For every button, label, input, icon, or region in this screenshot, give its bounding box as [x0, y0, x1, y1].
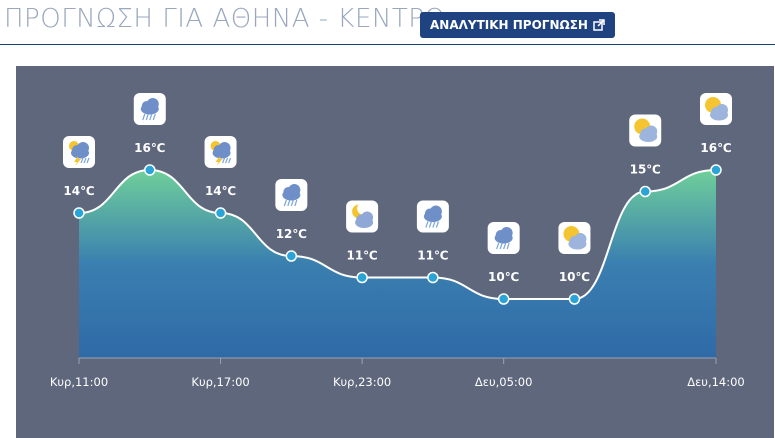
cloud-rain-icon: [133, 93, 166, 125]
temperature-point[interactable]: [568, 293, 581, 305]
cloud-rain-icon: [416, 200, 449, 233]
temperature-label: 15℃: [630, 163, 661, 177]
temperature-point[interactable]: [639, 185, 651, 198]
detailed-forecast-label: ΑΝΑΛΥΤΙΚΗ ΠΡΟΓΝΩΣΗ: [430, 18, 588, 32]
temperature-label: 11℃: [417, 249, 448, 263]
temperature-label: 16℃: [134, 141, 165, 155]
temperature-chart: 14℃ 16℃ 14℃ 12℃ 11℃ 11℃ 10℃ 10℃ 15℃ 16℃ Κυρ,11:00…: [50, 93, 745, 389]
moon-cloud-icon: [346, 200, 379, 233]
temperature-label: 14℃: [205, 184, 236, 198]
temperature-point[interactable]: [356, 271, 368, 284]
temperature-point[interactable]: [427, 271, 439, 284]
sun-cloud-icon: [629, 114, 662, 147]
temperature-point[interactable]: [214, 207, 227, 219]
cloud-rain-icon: [275, 179, 308, 211]
x-tick-label: Κυρ,11:00: [50, 375, 108, 389]
sun-cloud-icon: [700, 93, 732, 125]
temperature-area: [79, 170, 716, 358]
detailed-forecast-button[interactable]: ΑΝΑΛΥΤΙΚΗ ΠΡΟΓΝΩΣΗ: [420, 12, 615, 38]
temperature-label: 11℃: [346, 249, 377, 263]
temperature-label: 12℃: [276, 227, 307, 241]
page-title: ΠΡΟΓΝΩΣΗ ΓΙΑ ΑΘΗΝΑ - ΚΕΝΤΡΟ: [4, 4, 446, 34]
x-tick-label: Κυρ,23:00: [333, 375, 391, 389]
x-tick-label: Κυρ,17:00: [191, 375, 249, 389]
temperature-label: 16℃: [700, 141, 731, 155]
external-link-icon: [593, 19, 605, 31]
cloud-rain-icon: [487, 222, 520, 254]
temperature-point[interactable]: [497, 293, 510, 305]
temperature-point[interactable]: [710, 164, 722, 176]
temperature-point[interactable]: [73, 207, 85, 219]
temperature-label: 10℃: [559, 270, 590, 284]
sun-cloud-icon: [558, 222, 591, 254]
thunder-rain-icon: [204, 136, 237, 168]
temperature-label: 14℃: [63, 184, 94, 198]
temperature-point[interactable]: [144, 164, 156, 176]
x-tick-label: Δευ,14:00: [687, 375, 745, 389]
thunder-rain-icon: [63, 136, 95, 168]
temperature-point[interactable]: [285, 250, 298, 262]
temperature-line: [78, 168, 717, 300]
temperature-label: 10℃: [488, 270, 519, 284]
forecast-chart: 14℃ 16℃ 14℃ 12℃ 11℃ 11℃ 10℃ 10℃ 15℃ 16℃ Κυρ,11:00…: [16, 66, 774, 438]
x-tick-label: Δευ,05:00: [475, 375, 533, 389]
header: ΠΡΟΓΝΩΣΗ ΓΙΑ ΑΘΗΝΑ - ΚΕΝΤΡΟ ΑΝΑΛΥΤΙΚΗ ΠΡ…: [0, 0, 775, 45]
